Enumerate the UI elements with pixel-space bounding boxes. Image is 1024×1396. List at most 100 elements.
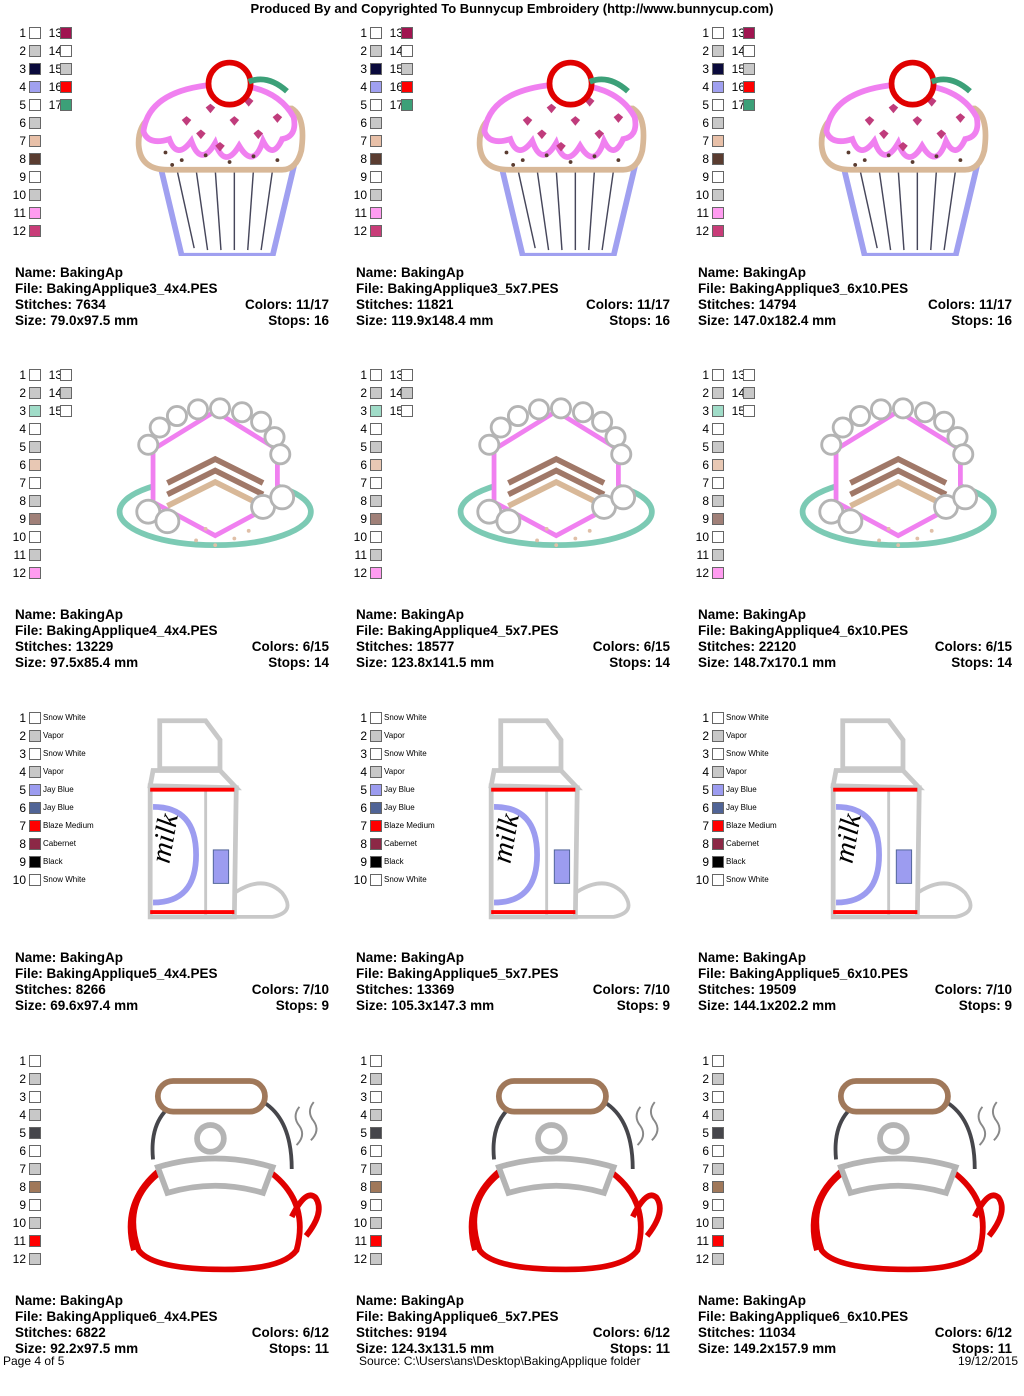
color-swatch: 1 Snow White: [341, 711, 541, 729]
swatch-number: 6: [19, 458, 26, 472]
swatch-number: 17: [731, 98, 745, 112]
swatch-thread-name: Blaze Medium: [43, 821, 94, 830]
swatch-color-box: [370, 1181, 382, 1193]
swatch-color-box: [29, 441, 41, 453]
swatch-number: 2: [19, 44, 26, 58]
swatch-color-box: [29, 117, 41, 129]
swatch-number: 5: [702, 1126, 709, 1140]
color-swatch: 9: [341, 512, 541, 530]
design-info: Name: BakingAp File: BakingApplique4_6x10…: [698, 607, 1012, 671]
swatch-number: 5: [19, 1126, 26, 1140]
swatch-number: 12: [12, 224, 26, 238]
color-swatch: 3: [0, 1090, 200, 1108]
swatch-number: 5: [360, 98, 367, 112]
design-cell: 1 Snow White 2 Vapor 3 Snow White 4 Vapor 5 Jay B…: [0, 711, 341, 1053]
swatch-color-box: [712, 1199, 724, 1211]
swatch-number: 7: [19, 819, 26, 833]
design-stitches: Stitches: 14794: [698, 297, 797, 312]
swatch-number: 16: [389, 80, 403, 94]
swatch-number: 15: [389, 62, 403, 76]
design-size: Size: 69.6x97.4 mm: [15, 998, 139, 1013]
swatch-color-box: [712, 856, 724, 868]
color-swatch: 11: [341, 1234, 541, 1252]
swatch-number: 5: [360, 783, 367, 797]
color-swatch: 10: [683, 188, 883, 206]
design-size: Size: 124.3x131.5 mm: [356, 1341, 495, 1356]
design-cell: 1 13 2 14 3 15 4 5 6 7 8 9 10 11 12 Name: BakingAp File:…: [683, 368, 1024, 710]
cupcake-design-image: [793, 26, 1013, 256]
swatch-number: 6: [702, 1144, 709, 1158]
color-swatch: 6: [341, 116, 541, 134]
design-cell: 1 2 3 4 5 6 7 8 9 10 11 12 Name: BakingAp File: Bakin…: [683, 1054, 1024, 1396]
color-swatch: 8: [683, 494, 883, 512]
swatch-thread-name: Snow White: [43, 749, 86, 758]
swatch-number: 14: [48, 386, 62, 400]
color-swatch: 5 Jay Blue: [683, 783, 883, 801]
swatch-thread-name: Cabernet: [43, 839, 76, 848]
swatch-color-box: [370, 153, 382, 165]
design-size: Size: 147.0x182.4 mm: [698, 313, 837, 328]
color-swatch: 5: [0, 440, 200, 458]
swatch-color-box: [29, 766, 41, 778]
color-swatch: 9: [0, 512, 200, 530]
swatch-number: 9: [360, 1198, 367, 1212]
swatch-number: 3: [360, 1090, 367, 1104]
swatch-number: 5: [702, 440, 709, 454]
swatch-color-box: [712, 45, 724, 57]
swatch-color-box: [370, 1091, 382, 1103]
color-swatch: 12: [0, 1252, 200, 1270]
color-swatch: 2: [0, 1072, 200, 1090]
color-swatch: 7: [683, 476, 883, 494]
swatch-color-box: [60, 405, 72, 417]
design-cell: 1 13 2 14 3 15 4 5 6 7 8 9 10 11 12 Name: BakingAp File:…: [341, 368, 682, 710]
swatch-thread-name: Cabernet: [384, 839, 417, 848]
color-swatch: 3 15: [341, 62, 541, 80]
swatch-number: 2: [360, 44, 367, 58]
design-colors: Colors: 6/12: [592, 1325, 670, 1340]
swatch-color-box: [712, 207, 724, 219]
design-file: File: BakingApplique3_4x4.PES: [15, 281, 218, 296]
swatch-number: 4: [19, 765, 26, 779]
swatch-number: 15: [389, 404, 403, 418]
swatch-color-box: [712, 1073, 724, 1085]
swatch-number: 5: [19, 440, 26, 454]
swatch-number: 3: [19, 62, 26, 76]
swatch-number: 12: [695, 566, 709, 580]
swatch-number: 7: [702, 819, 709, 833]
design-info: Name: BakingAp File: BakingApplique5_5x7.…: [356, 950, 670, 1014]
swatch-color-box: [370, 1055, 382, 1067]
swatch-color-box: [712, 81, 724, 93]
color-swatch: 7 Blaze Medium: [341, 819, 541, 837]
swatch-number: 9: [19, 1198, 26, 1212]
color-swatch: 3 15: [683, 404, 883, 422]
color-swatch: 12: [341, 224, 541, 242]
swatch-color-box: [712, 1109, 724, 1121]
swatch-color-box: [370, 874, 382, 886]
color-swatch: 10: [683, 1216, 883, 1234]
swatch-color-box: [29, 405, 41, 417]
swatch-color-box: [370, 369, 382, 381]
swatch-color-box: [29, 1145, 41, 1157]
color-swatch: 11: [341, 548, 541, 566]
swatch-color-box: [712, 802, 724, 814]
color-swatch: 1 13: [0, 368, 200, 386]
cake-design-image: [451, 368, 671, 598]
swatch-color-box: [29, 802, 41, 814]
swatch-thread-name: Vapor: [384, 731, 405, 740]
color-swatch: 1: [341, 1054, 541, 1072]
color-swatch: 10: [0, 1216, 200, 1234]
swatch-number: 12: [12, 1252, 26, 1266]
color-swatch: 12: [0, 566, 200, 584]
design-name: Name: BakingAp: [698, 1293, 807, 1308]
swatch-number: 14: [48, 44, 62, 58]
swatch-number: 5: [19, 98, 26, 112]
color-swatch: 6: [683, 116, 883, 134]
color-swatch: 1 13: [683, 26, 883, 44]
design-name: Name: BakingAp: [698, 607, 807, 622]
swatch-color-box: [712, 387, 724, 399]
design-stops: Stops: 16: [951, 313, 1012, 328]
swatch-color-box: [712, 730, 724, 742]
swatch-color-box: [743, 99, 755, 111]
color-swatch: 11: [0, 548, 200, 566]
design-stitches: Stitches: 11821: [356, 297, 454, 312]
